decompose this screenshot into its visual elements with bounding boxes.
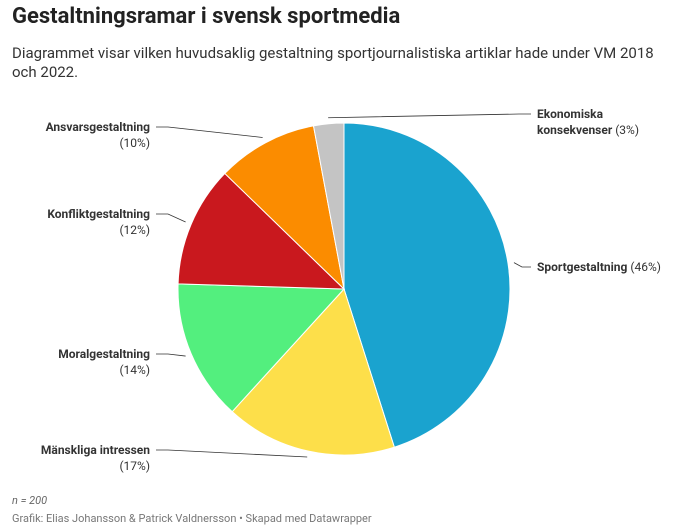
value-label: (17%) bbox=[119, 459, 150, 473]
leader-line bbox=[156, 126, 263, 138]
value-label: (3%) bbox=[615, 123, 640, 137]
category-label: Ekonomiska konsekvenser bbox=[537, 107, 613, 137]
category-label: Ansvarsgestaltning bbox=[45, 120, 150, 134]
category-label: Konfliktgestaltning bbox=[47, 207, 150, 221]
leader-line bbox=[513, 262, 531, 268]
leader-line bbox=[156, 353, 186, 357]
category-label: Moralgestaltning bbox=[58, 347, 150, 361]
leader-line bbox=[156, 449, 308, 458]
chart-title: Gestaltningsramar i svensk sportmedia bbox=[12, 4, 401, 29]
pie-slice bbox=[343, 122, 511, 448]
note: n = 200 bbox=[12, 494, 48, 507]
value-label: (12%) bbox=[119, 223, 150, 237]
leader-line bbox=[156, 213, 186, 223]
value-label: (10%) bbox=[119, 136, 150, 150]
slice-label: Sportgestaltning (46%) bbox=[537, 259, 667, 275]
slice-label: Moralgestaltning (14%) bbox=[0, 346, 150, 378]
pie-slice bbox=[231, 288, 395, 456]
value-label: (14%) bbox=[119, 363, 150, 377]
slice-label: Konfliktgestaltning (12%) bbox=[0, 206, 150, 238]
slice-label: Ansvarsgestaltning (10%) bbox=[0, 119, 150, 151]
category-label: Mänskliga intressen bbox=[40, 443, 150, 457]
pie-slice bbox=[312, 122, 345, 290]
value-label: (46%) bbox=[630, 260, 661, 274]
slice-label: Mänskliga intressen (17%) bbox=[0, 442, 150, 474]
pie-slice bbox=[177, 283, 346, 413]
source: Grafik: Elias Johansson & Patrick Valdne… bbox=[12, 512, 372, 525]
slice-label: Ekonomiska konsekvenser (3%) bbox=[537, 106, 667, 138]
chart-subtitle: Diagrammet visar vilken huvudsaklig gest… bbox=[12, 44, 654, 81]
category-label: Sportgestaltning bbox=[537, 260, 628, 274]
pie-slice bbox=[224, 125, 345, 291]
pie-slice bbox=[177, 172, 346, 290]
leader-line bbox=[328, 113, 531, 119]
